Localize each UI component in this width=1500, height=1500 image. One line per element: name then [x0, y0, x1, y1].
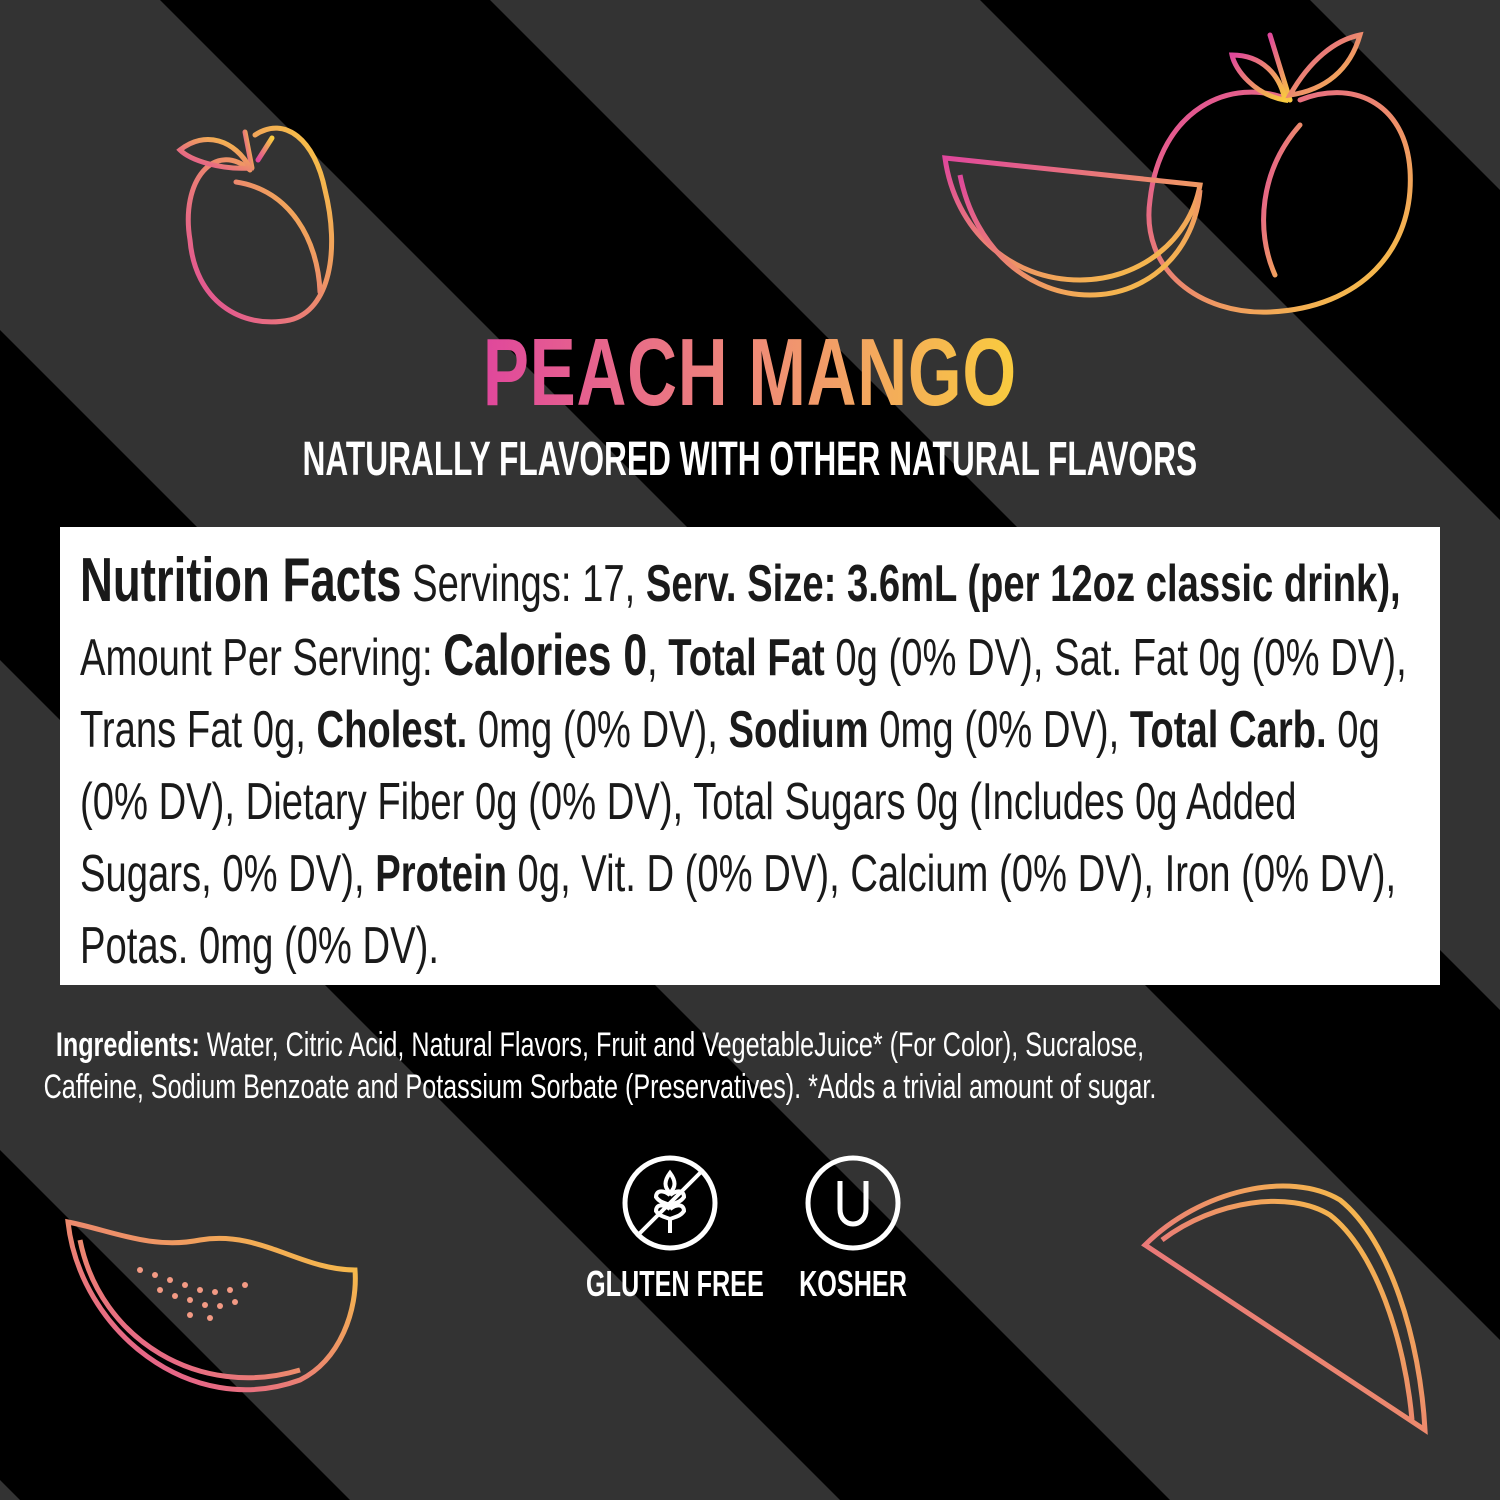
- peach-illustration-right: [1146, 31, 1413, 315]
- nutrition-text-segment: ,: [647, 629, 669, 687]
- nutrition-label-bold: Cholest.: [316, 701, 468, 759]
- nutrition-label-bold: Total Fat: [668, 629, 825, 687]
- gluten-free-icon: [622, 1155, 718, 1251]
- nutrition-label-bold: Serv. Size: 3.6mL (per 12oz classic drin…: [645, 555, 1401, 613]
- nutrition-label-bold: Calories 0: [443, 623, 648, 688]
- ingredients-label: Ingredients:: [55, 1026, 200, 1064]
- kosher-label: KOSHER: [799, 1263, 907, 1304]
- flavor-subtitle: NATURALLY FLAVORED WITH OTHER NATURAL FL…: [0, 432, 1500, 487]
- nutrition-facts-text: Nutrition Facts Servings: 17, Serv. Size…: [80, 545, 1432, 982]
- nutrition-text-segment: Amount Per Serving:: [80, 629, 444, 687]
- nutrition-label-bold: Total Carb.: [1129, 701, 1327, 759]
- mango-slice-illustration-bottom: [1141, 1183, 1428, 1435]
- nutrition-label-bold: Nutrition Facts: [80, 546, 402, 615]
- kosher-icon: [805, 1155, 901, 1251]
- background-stripe: [980, 0, 1500, 520]
- nutrition-text-segment: 0g (0% DV), Sat. Fat 0g (0% DV), Trans F…: [80, 629, 1407, 759]
- papaya-slice-illustration: [65, 1218, 358, 1393]
- nutrition-facts-panel: Nutrition Facts Servings: 17, Serv. Size…: [60, 527, 1440, 985]
- ingredients-text: Water, Citric Acid, Natural Flavors, Fru…: [43, 1026, 1157, 1106]
- nutrition-label-bold: Protein: [375, 845, 507, 903]
- ingredients-section: Ingredients: Water, Citric Acid, Natural…: [0, 1024, 1500, 1108]
- flavor-title: PEACH MANGO: [0, 318, 1500, 428]
- flavor-subtitle-text: NATURALLY FLAVORED WITH OTHER NATURAL FL…: [302, 433, 1198, 486]
- nutrition-text-segment: Servings: 17,: [401, 555, 646, 613]
- nutrition-text-segment: 0mg (0% DV),: [868, 701, 1130, 759]
- flavor-title-text: PEACH MANGO: [482, 319, 1018, 426]
- nutrition-text-segment: 0g, Vit. D (0% DV), Calcium (0% DV), Iro…: [80, 845, 1397, 975]
- nutrition-text-segment: 0mg (0% DV),: [467, 701, 729, 759]
- background-stripe: [0, 1150, 350, 1500]
- mango-slice-illustration-top: [942, 155, 1203, 298]
- nutrition-label-bold: Sodium: [728, 701, 869, 759]
- peach-illustration-left: [176, 125, 335, 325]
- gluten-free-label: GLUTEN FREE: [586, 1263, 764, 1304]
- nutrition-text-segment: 0g (0% DV), Dietary Fiber 0g (0% DV), To…: [80, 701, 1380, 903]
